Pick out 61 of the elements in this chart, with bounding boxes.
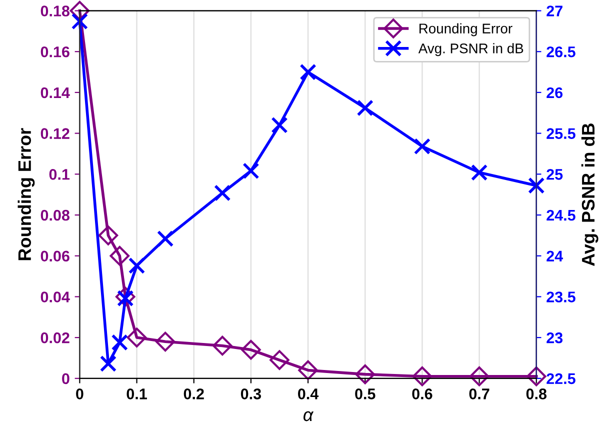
- x-tick-label: 0: [76, 388, 84, 400]
- y-tick-label: 0.12: [40, 128, 70, 139]
- y-tick-label: 0.06: [40, 250, 70, 262]
- x-tick-label: 0.6: [412, 388, 432, 400]
- point: [110, 246, 130, 266]
- x-tick-label: 0.3: [240, 388, 262, 400]
- y2-tick-label: 22.5: [546, 373, 576, 384]
- y2-tick-label: 25: [546, 169, 563, 180]
- y-tick-label: 0.1: [49, 169, 70, 180]
- y2-tick-label: 23.5: [546, 292, 576, 302]
- y2-tick-label: 25.5: [546, 128, 576, 139]
- y-tick-label: 0.14: [40, 87, 70, 98]
- point: [528, 177, 545, 194]
- y-axis-title: Rounding Error: [18, 128, 35, 260]
- y-tick-label: 0.18: [40, 6, 70, 16]
- y2-tick-label: 24.5: [546, 210, 576, 221]
- point: [300, 64, 316, 80]
- y2-tick-label: 26: [546, 87, 563, 98]
- x-tick-label: 0.4: [298, 388, 319, 400]
- y2-tick-label: 23: [546, 332, 563, 344]
- point: [355, 364, 375, 384]
- legend-label: Avg. PSNR in dB: [418, 43, 524, 56]
- y2-tick-label: 24: [546, 250, 564, 262]
- y-tick-label: 0: [62, 373, 70, 384]
- point: [71, 13, 88, 30]
- y-tick-label: 0.08: [40, 210, 70, 221]
- point: [111, 334, 128, 351]
- legend-label: Rounding Error: [420, 23, 512, 36]
- y2-tick-label: 27: [546, 6, 562, 16]
- x-tick-label: 0.2: [184, 388, 204, 400]
- point: [356, 100, 374, 116]
- point: [270, 350, 290, 370]
- x-tick-label: 0.8: [526, 388, 547, 400]
- point: [271, 116, 288, 134]
- point: [412, 366, 432, 386]
- point: [100, 355, 117, 372]
- point: [469, 366, 490, 386]
- point: [128, 257, 146, 274]
- point: [212, 336, 232, 356]
- point: [242, 162, 260, 180]
- point: [526, 366, 546, 386]
- x-axis-title: α: [304, 411, 314, 422]
- point: [298, 360, 318, 380]
- point: [470, 164, 488, 181]
- point: [126, 328, 147, 348]
- y-tick-label: 0.04: [40, 292, 70, 302]
- x-tick-label: 0.7: [469, 388, 490, 400]
- y2-tick-label: 26.5: [546, 46, 576, 58]
- point: [70, 0, 90, 21]
- point: [115, 286, 136, 307]
- y2-axis-title: Avg. PSNR in dB: [581, 124, 598, 266]
- y-tick-label: 0.02: [40, 332, 70, 344]
- y-tick-label: 0.16: [40, 46, 70, 58]
- point: [156, 230, 174, 248]
- x-tick-label: 0.1: [126, 388, 147, 400]
- point: [414, 138, 431, 155]
- point: [98, 226, 118, 246]
- point: [214, 184, 231, 202]
- point: [155, 332, 176, 352]
- x-tick-label: 0.5: [355, 388, 376, 400]
- point: [241, 340, 261, 360]
